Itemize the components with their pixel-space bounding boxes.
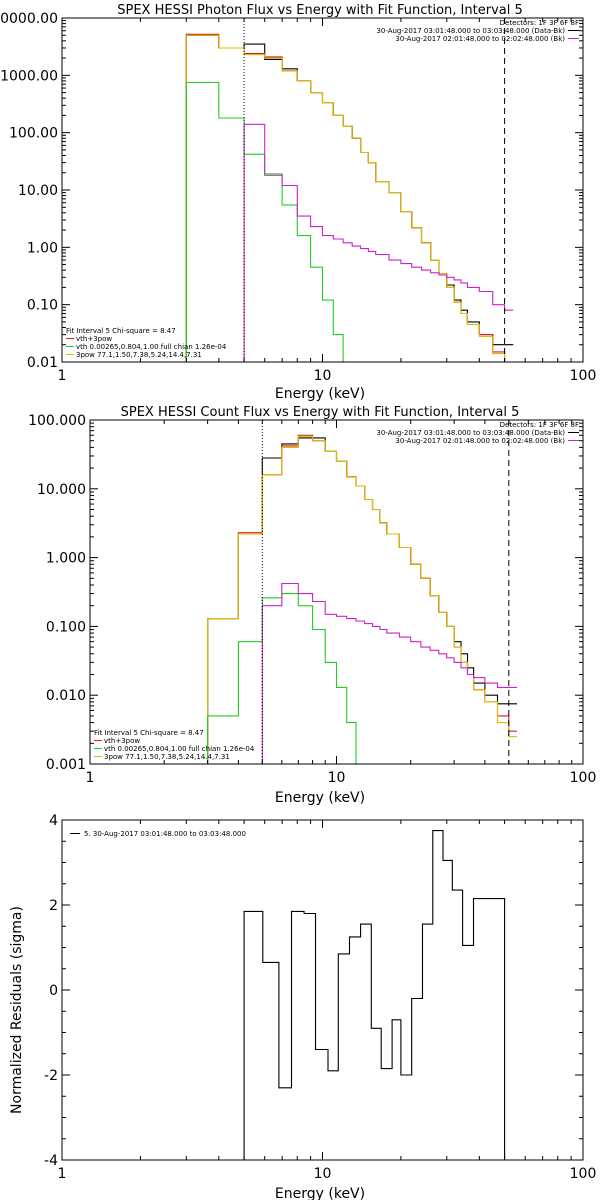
y-tick-label-0: -4 <box>44 1153 58 1169</box>
y-tick-label-3: 2 <box>49 898 58 914</box>
series-0-line <box>207 437 517 764</box>
fit-legend-header: Fit Interval 5 Chi-square = 8.47 <box>66 327 176 335</box>
x-tick-label-1: 10 <box>314 368 332 384</box>
series-1-line <box>207 434 517 764</box>
photon-x-axis-label: Energy (keV) <box>275 386 365 402</box>
y-tick-label-4: 4 <box>49 813 58 829</box>
fit-legend-entry-1: vth 0.00265,0.804,1.00 full chian 1.26e-… <box>104 745 255 753</box>
y-tick-label-1: -2 <box>44 1068 58 1084</box>
legend-entry-0: 30-Aug-2017 03:01:48.000 to 03:03:48.000… <box>376 27 565 35</box>
photon-flux-panel: SPEX HESSI Photon Flux vs Energy with Fi… <box>0 3 596 402</box>
y-tick-label-3: 10.00 <box>18 183 58 199</box>
series-2-line <box>185 34 514 362</box>
y-tick-label-1: 0.10 <box>27 298 58 314</box>
legend-entry-1: 30-Aug-2017 02:01:48.000 to 02:02:48.000… <box>395 35 565 43</box>
y-tick-label-5: 1000.00 <box>0 68 58 84</box>
x-tick-label-2: 100 <box>570 1166 597 1182</box>
series-3-line <box>207 593 365 764</box>
y-tick-label-4: 100.00 <box>9 126 58 142</box>
fit-legend-entry-2: 3pow 77.1,1.50,7.38,5.24,14.4,7.31 <box>104 753 230 761</box>
fit-legend-entry-1: vth 0.00265,0.804,1.00 full chian 1.26e-… <box>76 343 227 351</box>
series-3-line <box>185 81 352 362</box>
x-tick-label-0: 1 <box>58 368 67 384</box>
y-tick-label-5: 100.000 <box>28 413 86 429</box>
fit-legend-entry-0: vth+3pow <box>76 335 112 343</box>
series-4-line <box>243 123 514 362</box>
x-tick-label-0: 1 <box>86 770 95 786</box>
fit-legend-entry-0: vth+3pow <box>104 737 140 745</box>
y-tick-label-6: 10000.00 <box>0 11 58 27</box>
fit-legend-header: Fit Interval 5 Chi-square = 8.47 <box>94 729 204 737</box>
legend-entry-0: 5. 30-Aug-2017 03:01:48.000 to 03:03:48.… <box>84 830 246 838</box>
legend-header: Detectors: 1F 3F 6F 8F <box>500 421 579 429</box>
residuals-panel: Energy (keV) Normalized Residuals (sigma… <box>9 813 596 1200</box>
y-tick-label-2: 0.100 <box>46 619 86 635</box>
x-tick-label-1: 10 <box>328 770 346 786</box>
count-flux-panel: SPEX HESSI Count Flux vs Energy with Fit… <box>28 405 596 806</box>
y-tick-label-3: 1.000 <box>46 551 86 567</box>
y-tick-label-4: 10.000 <box>37 482 86 498</box>
y-tick-label-1: 0.010 <box>46 688 86 704</box>
legend-entry-1: 30-Aug-2017 02:01:48.000 to 02:02:48.000… <box>395 437 565 445</box>
photon-panel-title: SPEX HESSI Photon Flux vs Energy with Fi… <box>117 3 523 18</box>
x-tick-label-0: 1 <box>58 1166 67 1182</box>
count-x-axis-label: Energy (keV) <box>275 790 365 806</box>
legend-entry-0: 30-Aug-2017 03:01:48.000 to 03:03:48.000… <box>376 429 565 437</box>
series-1-line <box>185 33 514 362</box>
x-tick-label-2: 100 <box>570 770 597 786</box>
y-tick-label-0: 0.01 <box>27 355 58 371</box>
x-tick-label-1: 10 <box>314 1166 332 1182</box>
fit-legend-entry-2: 3pow 77.1,1.50,7.38,5.24,14.4,7.31 <box>76 351 202 359</box>
y-tick-label-0: 0.001 <box>46 757 86 773</box>
y-tick-label-2: 1.00 <box>27 240 58 256</box>
count-panel-title: SPEX HESSI Count Flux vs Energy with Fit… <box>121 405 520 420</box>
y-tick-label-2: 0 <box>49 983 58 999</box>
series-2-line <box>207 435 517 764</box>
residuals-y-axis-label: Normalized Residuals (sigma) <box>9 906 25 1114</box>
series-4-line <box>261 582 517 764</box>
x-tick-label-2: 100 <box>570 368 597 384</box>
series-0-line <box>243 830 506 1160</box>
legend-header: Detectors: 1F 3F 6F 8F <box>500 19 579 27</box>
residuals-x-axis-label: Energy (keV) <box>275 1186 365 1200</box>
